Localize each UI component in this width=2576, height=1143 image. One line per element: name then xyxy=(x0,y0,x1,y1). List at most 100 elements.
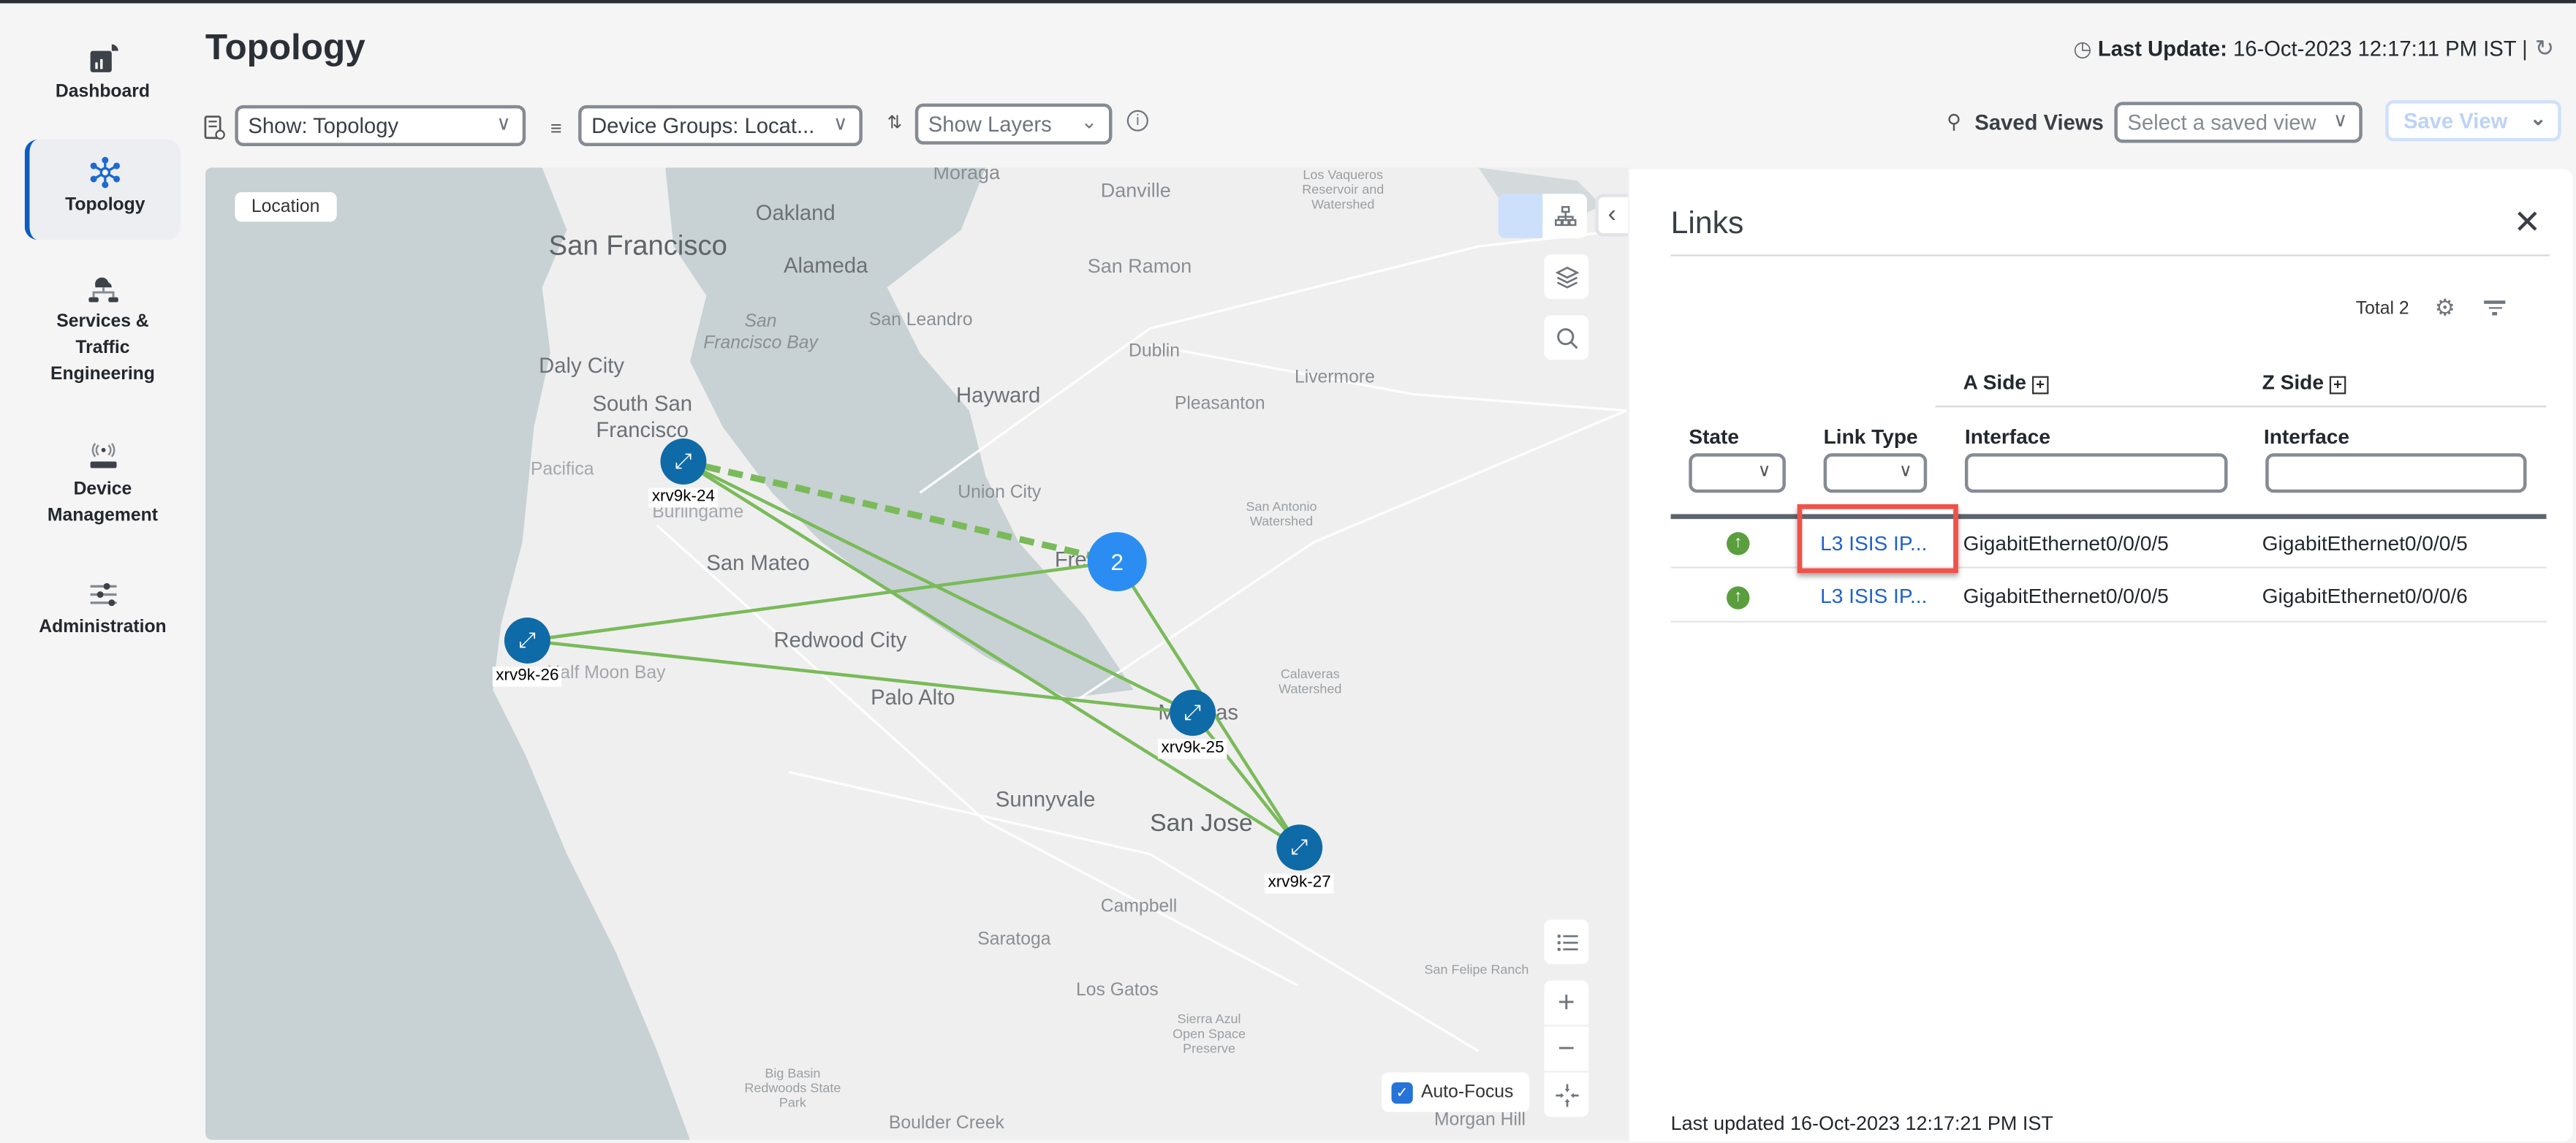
topology-map[interactable]: Moraga Danville Los Vaqueros Reservoir a… xyxy=(205,167,1629,1140)
map-label: Half Moon Bay xyxy=(547,663,666,683)
sidebar-item-dashboard[interactable]: Dashboard xyxy=(25,42,181,105)
column-header-a-interface[interactable]: Interface xyxy=(1964,425,2051,449)
search-map-button[interactable] xyxy=(1544,315,1589,360)
sidebar-item-administration[interactable]: Administration xyxy=(25,578,181,640)
clock-icon: ◷ xyxy=(2073,36,2092,61)
router-label: xrv9k-26 xyxy=(492,667,563,687)
device-groups-icon: ≡ xyxy=(550,116,562,140)
chevron-left-icon[interactable]: ‹ xyxy=(1607,200,1616,229)
link-type-link[interactable]: L3 ISIS IP... xyxy=(1820,585,1928,608)
map-label: San Felipe Ranch xyxy=(1424,962,1529,978)
show-select[interactable]: Show: Topology ∨ xyxy=(235,105,526,147)
services-cloud-icon xyxy=(88,277,118,303)
map-view-toggle[interactable] xyxy=(1498,194,1543,238)
a-interface-filter-input[interactable] xyxy=(1964,453,2228,493)
save-view-button[interactable]: Save View ⌄ xyxy=(2385,100,2561,142)
link-24-cluster[interactable] xyxy=(682,458,1118,565)
show-view-icon xyxy=(204,115,227,141)
topology-graph: 2 xyxy=(527,458,1301,849)
saved-view-placeholder: Select a saved view xyxy=(2127,110,2316,135)
checkbox-checked-icon[interactable]: ✓ xyxy=(1391,1081,1413,1104)
chevron-right-icon[interactable]: › xyxy=(1626,197,1628,233)
sliders-icon xyxy=(89,582,116,607)
map-label: Dublin xyxy=(1128,341,1181,362)
panel-collapse-toggle[interactable]: ‹› xyxy=(1595,194,1629,237)
list-icon xyxy=(1556,933,1577,951)
row-divider xyxy=(1670,566,2547,569)
minus-icon: − xyxy=(1558,1031,1575,1065)
z-interface-filter-input[interactable] xyxy=(2265,453,2527,493)
fit-view-button[interactable] xyxy=(1544,1072,1589,1117)
link-26-25[interactable] xyxy=(527,639,1193,715)
router-label: xrv9k-24 xyxy=(648,487,719,508)
column-header-state[interactable]: State xyxy=(1689,425,1740,449)
panel-title: Links xyxy=(1670,207,1744,242)
show-layers-select[interactable]: Show Layers ⌄ xyxy=(914,103,1113,145)
chevron-down-icon: ∨ xyxy=(496,111,511,135)
link-24-27[interactable] xyxy=(682,460,1300,849)
map-label: Livermore xyxy=(1294,368,1375,388)
layers-button[interactable] xyxy=(1544,254,1589,300)
link-25-27[interactable] xyxy=(1191,711,1301,849)
device-groups-select[interactable]: Device Groups: Locat... ∨ xyxy=(578,105,863,147)
router-label: xrv9k-27 xyxy=(1265,873,1335,894)
cluster-node[interactable]: 2 xyxy=(1087,532,1147,592)
legend-button[interactable] xyxy=(1544,919,1589,965)
sidebar-item-label: Topology xyxy=(65,195,145,216)
column-header-z-interface[interactable]: Interface xyxy=(2263,425,2350,449)
divider xyxy=(1935,406,2547,408)
map-label: Hayward xyxy=(955,382,1041,408)
map-label: Alameda xyxy=(784,253,868,278)
map-label: Pacifica xyxy=(530,460,594,480)
search-icon xyxy=(1556,327,1577,349)
map-label: Sierra Azul Open Space Preserve xyxy=(1173,1011,1246,1057)
map-label: Moraga xyxy=(933,167,1000,184)
refresh-icon[interactable]: ↻ xyxy=(2534,34,2555,61)
close-icon[interactable]: ✕ xyxy=(2513,205,2542,242)
sidebar-item-topology[interactable]: Topology xyxy=(24,140,181,240)
map-label: Union City xyxy=(958,482,1042,503)
a-interface-cell: GigabitEthernet0/0/0/5 xyxy=(1963,532,2169,555)
sidebar-item-services[interactable]: Services & Traffic Engineering xyxy=(25,273,181,387)
location-button[interactable]: Location xyxy=(235,191,336,222)
router-icon: ⤢ xyxy=(1170,689,1216,736)
z-interface-cell: GigabitEthernet0/0/0/6 xyxy=(2262,585,2468,608)
divider xyxy=(1670,254,2550,257)
state-filter-select[interactable]: ∨ xyxy=(1689,453,1786,493)
link-type-link[interactable]: L3 ISIS IP... xyxy=(1820,532,1928,555)
zoom-out-button[interactable]: − xyxy=(1544,1026,1589,1071)
auto-focus-toggle[interactable]: ✓ Auto-Focus xyxy=(1382,1072,1530,1112)
map-label: Palo Alto xyxy=(871,685,955,710)
table-header-divider xyxy=(1670,514,2547,520)
page-title: Topology xyxy=(205,26,365,68)
saved-view-select[interactable]: Select a saved view ∨ xyxy=(2114,102,2363,143)
link-type-filter-select[interactable]: ∨ xyxy=(1823,453,1928,493)
cluster-count: 2 xyxy=(1110,550,1124,575)
layers-toggle-icon: ⇅ xyxy=(887,113,903,134)
sidebar-item-label: Dashboard xyxy=(55,82,151,102)
saved-views-icon: ⚲ xyxy=(1947,110,1961,134)
map-label: San Jose xyxy=(1150,809,1253,838)
chevron-down-icon: ∨ xyxy=(2333,108,2348,132)
filter-icon[interactable] xyxy=(2484,300,2506,315)
info-icon[interactable]: i xyxy=(1126,110,1148,132)
expand-plus-icon[interactable]: + xyxy=(2031,376,2049,395)
map-label: South San Francisco xyxy=(592,390,692,442)
map-label: Daly City xyxy=(539,353,625,378)
settings-gear-icon[interactable]: ⚙ xyxy=(2434,294,2455,321)
sidebar-item-device-management[interactable]: Device Management xyxy=(25,440,181,528)
expand-plus-icon[interactable]: + xyxy=(2329,376,2346,395)
map-label: Los Gatos xyxy=(1076,980,1159,1000)
a-interface-cell: GigabitEthernet0/0/0/5 xyxy=(1963,585,2169,608)
zoom-in-button[interactable]: + xyxy=(1544,980,1589,1025)
column-header-link-type[interactable]: Link Type xyxy=(1823,425,1918,449)
router-icon: ⤢ xyxy=(1276,824,1323,871)
router-label: xrv9k-25 xyxy=(1158,739,1228,759)
state-up-icon: ↑ xyxy=(1727,532,1750,555)
highlight-box xyxy=(1797,504,1958,574)
row-divider xyxy=(1670,620,2547,623)
link-26-cluster[interactable] xyxy=(527,560,1118,642)
device-icon xyxy=(89,442,116,468)
save-view-label: Save View xyxy=(2403,108,2508,134)
hierarchy-view-button[interactable] xyxy=(1542,194,1587,238)
